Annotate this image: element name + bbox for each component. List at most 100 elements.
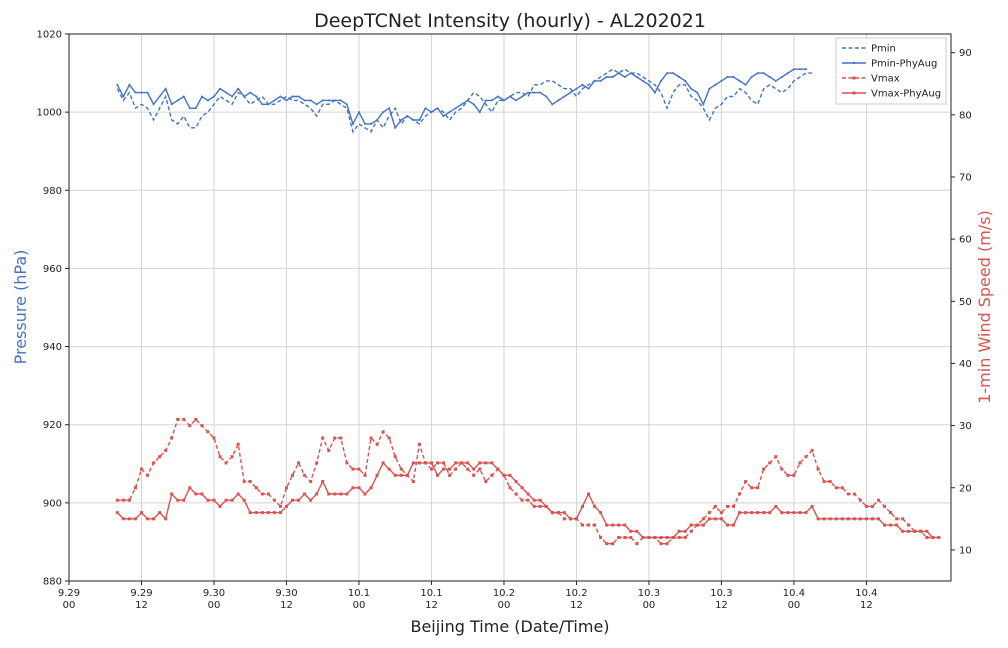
data-point (653, 91, 656, 94)
data-point (448, 473, 452, 477)
data-point (345, 103, 348, 106)
data-point (424, 107, 427, 110)
data-point (605, 523, 609, 527)
legend-label: Pmin (871, 44, 896, 55)
data-point (605, 75, 608, 78)
data-point (792, 68, 795, 71)
data-point (798, 461, 802, 465)
data-point (774, 79, 777, 82)
data-point (671, 535, 675, 539)
data-point (254, 511, 258, 515)
data-point (732, 504, 736, 508)
data-point (399, 467, 403, 471)
data-point (454, 461, 458, 465)
data-point (375, 442, 379, 446)
data-point (707, 511, 711, 515)
data-point (798, 511, 802, 515)
data-point (146, 91, 149, 94)
data-point (870, 504, 874, 508)
data-point (212, 95, 215, 98)
data-point (242, 480, 246, 484)
data-point (641, 79, 644, 82)
data-point (762, 511, 766, 515)
data-point (478, 461, 482, 465)
data-point (133, 486, 137, 490)
data-point (351, 486, 355, 490)
data-point (786, 511, 790, 515)
y-left-tick-label: 1020 (37, 30, 62, 41)
data-point (756, 486, 760, 490)
data-point (635, 529, 639, 533)
data-point (587, 492, 591, 496)
data-point (303, 99, 306, 102)
data-point (713, 517, 717, 521)
data-point (726, 75, 729, 78)
y-axis-label-left: Pressure (hPa) (11, 250, 30, 365)
data-point (689, 523, 693, 527)
data-point (883, 523, 887, 527)
series-layer (115, 68, 941, 546)
data-point (127, 498, 131, 502)
data-point (877, 517, 881, 521)
data-point (780, 511, 784, 515)
data-point (569, 91, 572, 94)
legend-marker (852, 91, 856, 95)
data-point (212, 498, 216, 502)
x-tick-label-line: 00 (788, 600, 801, 611)
data-point (719, 511, 723, 515)
data-point (436, 461, 440, 465)
x-tick-label: 10.3 12 (710, 588, 732, 611)
data-point (188, 107, 191, 110)
data-point (417, 442, 421, 446)
data-point (562, 511, 566, 515)
data-point (635, 542, 639, 546)
data-point (364, 122, 367, 125)
data-point (176, 417, 180, 421)
data-point (629, 529, 633, 533)
data-point (545, 95, 548, 98)
data-point (816, 517, 820, 521)
data-point (218, 504, 222, 508)
x-tick-label-line: 00 (353, 600, 366, 611)
data-point (260, 492, 264, 496)
data-point (496, 95, 499, 98)
data-point (115, 511, 119, 515)
data-point (448, 111, 451, 114)
data-point (430, 111, 433, 114)
data-point (665, 542, 669, 546)
data-point (225, 91, 228, 94)
data-point (206, 498, 210, 502)
data-point (895, 523, 899, 527)
data-point (895, 517, 899, 521)
data-point (750, 511, 754, 515)
data-point (580, 523, 584, 527)
data-point (509, 95, 511, 98)
data-point (133, 517, 137, 521)
x-tick-label: 10.2 12 (565, 588, 587, 611)
data-point (158, 95, 161, 98)
data-point (351, 122, 354, 125)
data-point (623, 535, 627, 539)
data-point (405, 473, 409, 477)
data-point (454, 107, 457, 110)
data-point (460, 461, 464, 465)
data-point (756, 72, 759, 75)
data-point (768, 511, 772, 515)
data-point (846, 492, 850, 496)
data-point (599, 535, 603, 539)
data-point (502, 99, 505, 102)
data-point (768, 461, 772, 465)
data-point (224, 498, 228, 502)
data-point (678, 75, 681, 78)
data-point (834, 517, 838, 521)
data-point (412, 118, 415, 121)
data-point (255, 95, 258, 98)
data-point (719, 517, 723, 521)
data-point (291, 498, 295, 502)
data-point (738, 511, 742, 515)
data-point (623, 75, 626, 78)
data-point (200, 95, 203, 98)
data-point (278, 511, 282, 515)
x-tick-label-line: 00 (208, 600, 221, 611)
